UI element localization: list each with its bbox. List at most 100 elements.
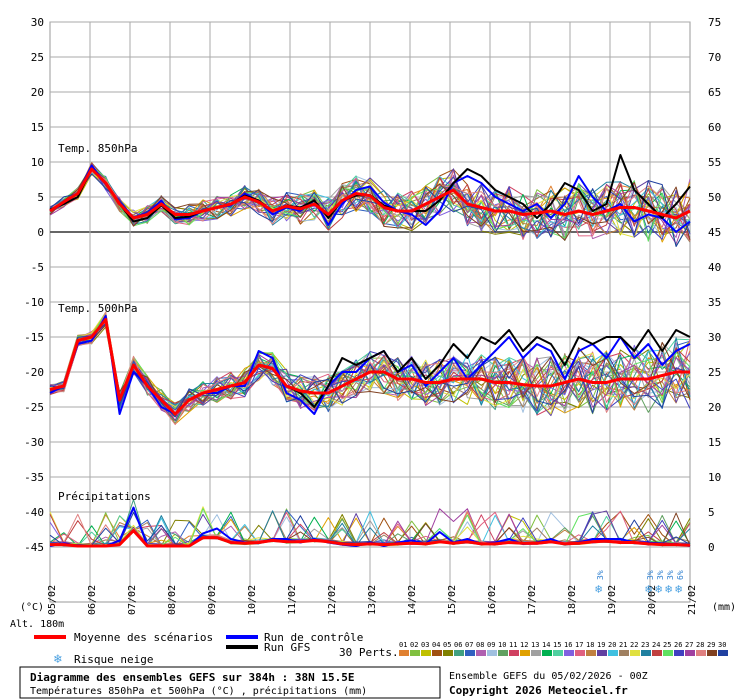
legend-perts-label: 30 Perts. bbox=[339, 646, 399, 659]
left-tick-label: 30 bbox=[31, 16, 44, 29]
pert-850-line bbox=[49, 173, 691, 238]
pert-legend-label: 25 bbox=[663, 641, 671, 649]
left-tick-label: -5 bbox=[31, 261, 44, 274]
pert-legend-label: 05 bbox=[443, 641, 451, 649]
left-tick-label: -10 bbox=[24, 296, 44, 309]
x-tick-label: 14/02 bbox=[407, 585, 418, 615]
snow-risk-marker: 3% ❄ bbox=[665, 570, 675, 596]
legend: Moyenne des scénarios Run de contrôle Ru… bbox=[34, 631, 728, 667]
left-tick-label: 15 bbox=[31, 121, 44, 134]
right-tick-label: 15 bbox=[708, 436, 721, 449]
x-tick-label: 16/02 bbox=[487, 585, 498, 615]
legend-mean-swatch bbox=[34, 635, 66, 639]
right-tick-label: 50 bbox=[708, 191, 721, 204]
pert-legend-label: 18 bbox=[586, 641, 594, 649]
right-tick-label: 65 bbox=[708, 86, 721, 99]
x-tick-label: 11/02 bbox=[287, 585, 298, 615]
snow-icon: ❄ bbox=[665, 582, 672, 596]
pert-legend-label: 14 bbox=[542, 641, 550, 649]
run-label: Ensemble GEFS du 05/02/2026 - 00Z bbox=[449, 671, 648, 682]
pert-legend-label: 28 bbox=[696, 641, 704, 649]
left-tick-label: 20 bbox=[31, 86, 44, 99]
pert-legend-label: 19 bbox=[597, 641, 605, 649]
right-tick-label: 10 bbox=[708, 471, 721, 484]
pert-legend-label: 01 bbox=[399, 641, 407, 649]
snow-risk-marker: 6% ❄ bbox=[675, 570, 685, 596]
left-tick-label: -45 bbox=[24, 541, 44, 554]
pert-legend-swatch bbox=[476, 650, 486, 656]
snow-risk-pct: 3% bbox=[666, 570, 675, 580]
chart-grid bbox=[49, 21, 691, 603]
right-tick-label: 25 bbox=[708, 366, 721, 379]
snow-icon: ❄ bbox=[655, 582, 662, 596]
panel-label-precip: Précipitations bbox=[58, 490, 151, 503]
pert-legend-label: 22 bbox=[630, 641, 638, 649]
pert-legend-swatch bbox=[542, 650, 552, 656]
right-tick-label: 55 bbox=[708, 156, 721, 169]
x-tick-label: 09/02 bbox=[207, 585, 218, 615]
pert-legend-swatch bbox=[575, 650, 585, 656]
pert-legend-swatch bbox=[432, 650, 442, 656]
panel-label-500: Temp. 500hPa bbox=[58, 302, 137, 315]
left-tick-label: 10 bbox=[31, 156, 44, 169]
pert-legend-swatch bbox=[465, 650, 475, 656]
pert-legend-swatch bbox=[685, 650, 695, 656]
right-tick-label: 0 bbox=[708, 541, 715, 554]
x-tick-label: 06/02 bbox=[87, 585, 98, 615]
pert-500-line bbox=[49, 321, 691, 412]
pert-legend-label: 12 bbox=[520, 641, 528, 649]
pert-legend-swatch bbox=[454, 650, 464, 656]
pert-legend-swatch bbox=[553, 650, 563, 656]
pert-legend-swatch bbox=[509, 650, 519, 656]
pert-legend-swatch bbox=[718, 650, 728, 656]
pert-legend-swatch bbox=[498, 650, 508, 656]
pert-500-line bbox=[49, 313, 691, 410]
pert-legend-label: 23 bbox=[641, 641, 649, 649]
legend-gfs-swatch bbox=[226, 645, 258, 649]
right-tick-label: 70 bbox=[708, 51, 721, 64]
left-tick-label: -25 bbox=[24, 401, 44, 414]
right-tick-label: 30 bbox=[708, 331, 721, 344]
x-tick-label: 12/02 bbox=[327, 585, 338, 615]
copyright: Copyright 2026 Meteociel.fr bbox=[449, 684, 628, 697]
pert-legend-label: 20 bbox=[608, 641, 616, 649]
left-tick-label: -35 bbox=[24, 471, 44, 484]
snow-icon: ❄ bbox=[645, 582, 652, 596]
chart-subtitle: Températures 850hPa et 500hPa (°C) , pré… bbox=[30, 685, 367, 697]
pert-legend-swatch bbox=[707, 650, 717, 656]
legend-snow-label: Risque neige bbox=[74, 653, 153, 666]
left-tick-label: -30 bbox=[24, 436, 44, 449]
pert-legend-swatch bbox=[586, 650, 596, 656]
right-tick-label: 20 bbox=[708, 401, 721, 414]
right-unit: (mm) bbox=[712, 602, 736, 613]
x-tick-label: 07/02 bbox=[127, 585, 138, 615]
legend-control-swatch bbox=[226, 635, 258, 639]
right-tick-label: 60 bbox=[708, 121, 721, 134]
pert-legend-label: 17 bbox=[575, 641, 583, 649]
pert-legend-swatch bbox=[652, 650, 662, 656]
pert-legend-swatch bbox=[443, 650, 453, 656]
pert-legend-label: 16 bbox=[564, 641, 572, 649]
left-tick-label: -20 bbox=[24, 366, 44, 379]
snow-risk-marker: 3% ❄ bbox=[655, 570, 665, 596]
pert-legend-swatch bbox=[421, 650, 431, 656]
snow-risk-marker: 3% ❄ bbox=[645, 570, 655, 596]
snow-risk-pct: 3% bbox=[596, 570, 605, 580]
left-tick-label: 25 bbox=[31, 51, 44, 64]
altitude-label: Alt. 180m bbox=[10, 619, 64, 630]
pert-legend-label: 07 bbox=[465, 641, 473, 649]
right-tick-label: 40 bbox=[708, 261, 721, 274]
left-tick-label: -40 bbox=[24, 506, 44, 519]
right-tick-label: 75 bbox=[708, 16, 721, 29]
snow-risk-pct: 6% bbox=[676, 570, 685, 580]
pert-legend: 01 02 03 04 05 06 07 08 09 10 11 12 13 14 15 16 17 18 19 20… bbox=[399, 641, 728, 656]
pert-legend-swatch bbox=[663, 650, 673, 656]
pert-legend-label: 10 bbox=[498, 641, 506, 649]
pert-legend-label: 26 bbox=[674, 641, 682, 649]
pert-legend-label: 03 bbox=[421, 641, 429, 649]
panel-label-850: Temp. 850hPa bbox=[58, 142, 137, 155]
pert-legend-swatch bbox=[608, 650, 618, 656]
snow-risk-marker: 3% ❄ bbox=[595, 570, 605, 596]
main-series bbox=[49, 154, 691, 548]
